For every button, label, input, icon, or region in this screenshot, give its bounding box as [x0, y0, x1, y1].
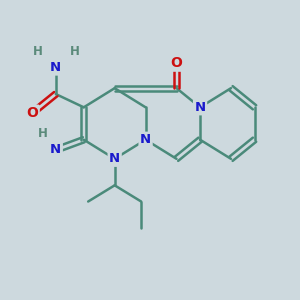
Text: H: H — [33, 45, 43, 58]
Text: N: N — [194, 101, 206, 114]
Text: H: H — [38, 127, 47, 140]
Text: O: O — [26, 106, 38, 120]
Text: N: N — [50, 61, 61, 74]
Text: N: N — [109, 152, 120, 165]
Text: N: N — [140, 133, 151, 146]
Text: N: N — [50, 143, 61, 157]
Text: H: H — [70, 45, 80, 58]
Text: O: O — [171, 56, 182, 70]
